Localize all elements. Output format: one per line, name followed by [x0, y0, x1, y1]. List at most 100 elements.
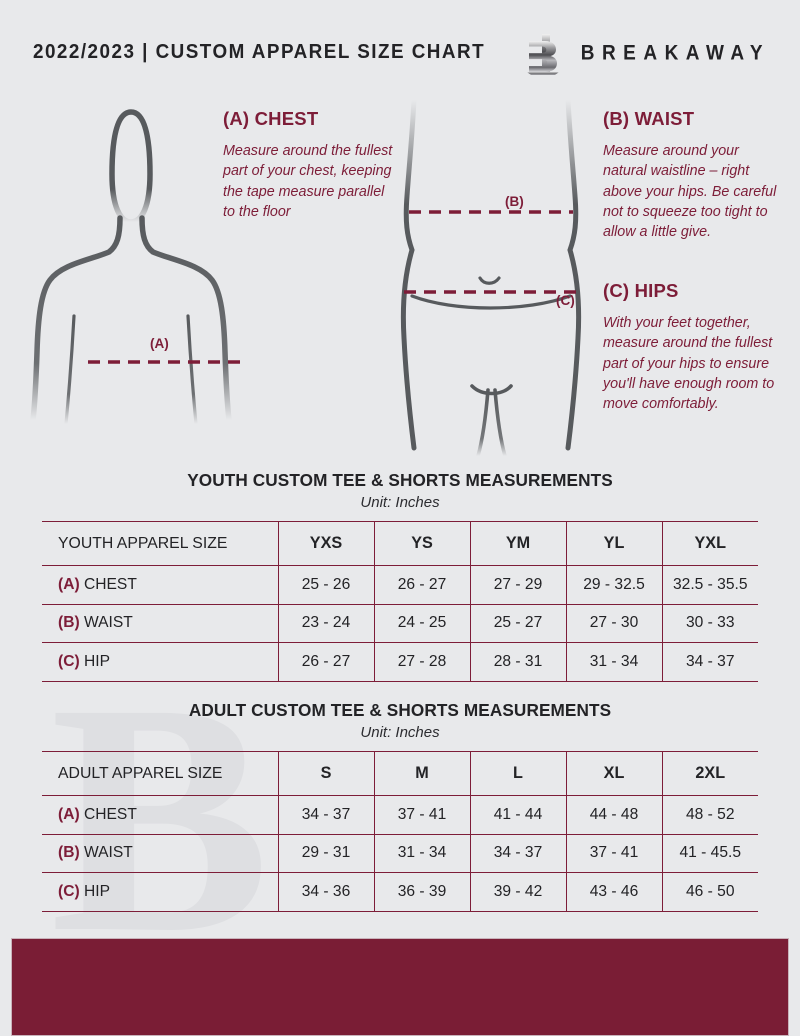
chest-marker-label: (A): [150, 336, 169, 351]
measurement-tag: (C): [58, 652, 80, 670]
measurement-value: 41 - 44: [470, 795, 567, 835]
youth-table-title: YOUTH CUSTOM TEE & SHORTS MEASUREMENTS: [187, 470, 613, 490]
measurement-name: CHEST: [79, 805, 137, 823]
measurement-value: 23 - 24: [278, 603, 375, 643]
measurement-name: HIP: [79, 652, 110, 670]
table-header-row: YOUTH APPAREL SIZE YXS YS YM YL YXL: [42, 521, 758, 566]
measurement-label-chest: (A) CHEST: [42, 565, 279, 605]
size-header-m: M: [374, 751, 471, 796]
size-header-yl: YL: [566, 521, 663, 566]
measurement-value: 34 - 37: [662, 642, 758, 682]
measurement-value: 24 - 25: [374, 603, 471, 643]
measurement-value: 34 - 36: [278, 872, 375, 912]
hip-measure-line: [404, 290, 576, 294]
table-row: (C) HIP 34 - 36 36 - 39 39 - 42 43 - 46 46 - …: [42, 872, 758, 912]
instruction-hips-body: With your feet together, measure around …: [603, 315, 775, 413]
adult-size-table: ADULT APPAREL SIZE S M L XL 2XL (A) CHEST 34 - …: [42, 751, 758, 912]
measurement-value: 29 - 31: [278, 833, 375, 873]
table-row: (C) HIP 26 - 27 27 - 28 28 - 31 31 - 34 34 - …: [42, 642, 758, 682]
measurement-tag: (B): [58, 844, 80, 862]
measurement-label-hip: (C) HIP: [42, 872, 279, 912]
measurement-value: 27 - 30: [566, 603, 663, 643]
measurement-value: 31 - 34: [374, 833, 471, 873]
measurement-value: 27 - 28: [374, 642, 471, 682]
size-header-xl: XL: [566, 751, 663, 796]
table-row: (B) WAIST 29 - 31 31 - 34 34 - 37 37 - 41 41 …: [42, 833, 758, 873]
page-header: 2022/2023 | CUSTOM APPAREL SIZE CHART: [0, 0, 800, 100]
measurement-label-waist: (B) WAIST: [42, 603, 279, 643]
brand-lockup: BREAKAWAY: [525, 32, 770, 76]
measurement-label-waist: (B) WAIST: [42, 833, 279, 873]
measurement-value: 26 - 27: [278, 642, 375, 682]
size-header-l: L: [470, 751, 567, 796]
table-row: (B) WAIST 23 - 24 24 - 25 25 - 27 27 - 30 30 …: [42, 603, 758, 643]
instruction-waist-heading: (B) WAIST: [603, 108, 695, 129]
measurement-value: 44 - 48: [566, 795, 663, 835]
lower-body-silhouette: [398, 97, 598, 463]
brand-wordmark: BREAKAWAY: [580, 41, 770, 66]
instruction-waist: (B) WAIST Measure around your natural wa…: [603, 108, 783, 242]
size-header-s: S: [278, 751, 375, 796]
page-title: 2022/2023 | CUSTOM APPAREL SIZE CHART: [33, 40, 486, 63]
adult-table-title: ADULT CUSTOM TEE & SHORTS MEASUREMENTS: [188, 700, 612, 720]
measurement-value: 39 - 42: [470, 872, 567, 912]
table-header-row: ADULT APPAREL SIZE S M L XL 2XL: [42, 751, 758, 796]
size-column-label: YOUTH APPAREL SIZE: [42, 521, 279, 566]
measurement-name: WAIST: [79, 614, 133, 632]
measurement-value: 43 - 46: [566, 872, 663, 912]
youth-size-table-block: YOUTH CUSTOM TEE & SHORTS MEASUREMENTS U…: [0, 470, 800, 682]
measurement-value: 31 - 34: [566, 642, 663, 682]
youth-size-table: YOUTH APPAREL SIZE YXS YS YM YL YXL (A) CHEST 2…: [42, 521, 758, 682]
measurement-name: CHEST: [79, 575, 137, 593]
measurement-value: 25 - 26: [278, 565, 375, 605]
measurement-tag: (A): [58, 805, 80, 823]
instruction-chest-body: Measure around the fullest part of your …: [223, 143, 393, 220]
measurement-diagrams: (A): [0, 97, 800, 468]
measurement-value: 34 - 37: [278, 795, 375, 835]
measurement-value: 28 - 31: [470, 642, 567, 682]
measurement-tag: (C): [58, 882, 80, 900]
size-header-2xl: 2XL: [662, 751, 758, 796]
breakaway-b-monogram-icon: [525, 32, 565, 76]
chest-measure-line: [88, 360, 242, 364]
instruction-chest-heading: (A) CHEST: [223, 108, 319, 129]
table-row: (A) CHEST 34 - 37 37 - 41 41 - 44 44 - 48 48 …: [42, 795, 758, 835]
adult-table-unit: Unit: Inches: [360, 724, 440, 741]
measurement-value: 26 - 27: [374, 565, 471, 605]
upper-body-silhouette: [24, 102, 234, 457]
measurement-name: HIP: [79, 882, 110, 900]
waist-measure-line: [409, 210, 573, 214]
measurement-value: 37 - 41: [374, 795, 471, 835]
measurement-value: 29 - 32.5: [566, 565, 663, 605]
measurement-label-hip: (C) HIP: [42, 642, 279, 682]
measurement-value: 30 - 33: [662, 603, 758, 643]
instruction-hips-heading: (C) HIPS: [603, 280, 679, 301]
size-header-yxs: YXS: [278, 521, 375, 566]
size-column-label: ADULT APPAREL SIZE: [42, 751, 279, 796]
measurement-value: 27 - 29: [470, 565, 567, 605]
size-header-ys: YS: [374, 521, 471, 566]
table-row: (A) CHEST 25 - 26 26 - 27 27 - 29 29 - 32.5 3…: [42, 565, 758, 605]
size-header-ym: YM: [470, 521, 567, 566]
measurement-name: WAIST: [79, 844, 133, 862]
size-header-yxl: YXL: [662, 521, 758, 566]
measurement-value: 41 - 45.5: [662, 833, 758, 873]
measurement-value: 46 - 50: [662, 872, 758, 912]
measurement-value: 34 - 37: [470, 833, 567, 873]
measurement-value: 37 - 41: [566, 833, 663, 873]
footer-bar: [11, 938, 789, 1036]
youth-table-unit: Unit: Inches: [360, 494, 440, 511]
instruction-hips: (C) HIPS With your feet together, measur…: [603, 280, 783, 414]
measurement-tag: (A): [58, 575, 80, 593]
hip-marker-label: (C): [556, 293, 575, 308]
measurement-value: 32.5 - 35.5: [662, 565, 758, 605]
measurement-label-chest: (A) CHEST: [42, 795, 279, 835]
instruction-waist-body: Measure around your natural waistline – …: [603, 143, 777, 241]
waist-marker-label: (B): [505, 194, 524, 209]
measurement-value: 36 - 39: [374, 872, 471, 912]
instruction-chest: (A) CHEST Measure around the fullest par…: [223, 108, 398, 222]
adult-size-table-block: ADULT CUSTOM TEE & SHORTS MEASUREMENTS U…: [0, 700, 800, 912]
measurement-value: 48 - 52: [662, 795, 758, 835]
measurement-value: 25 - 27: [470, 603, 567, 643]
measurement-tag: (B): [58, 614, 80, 632]
